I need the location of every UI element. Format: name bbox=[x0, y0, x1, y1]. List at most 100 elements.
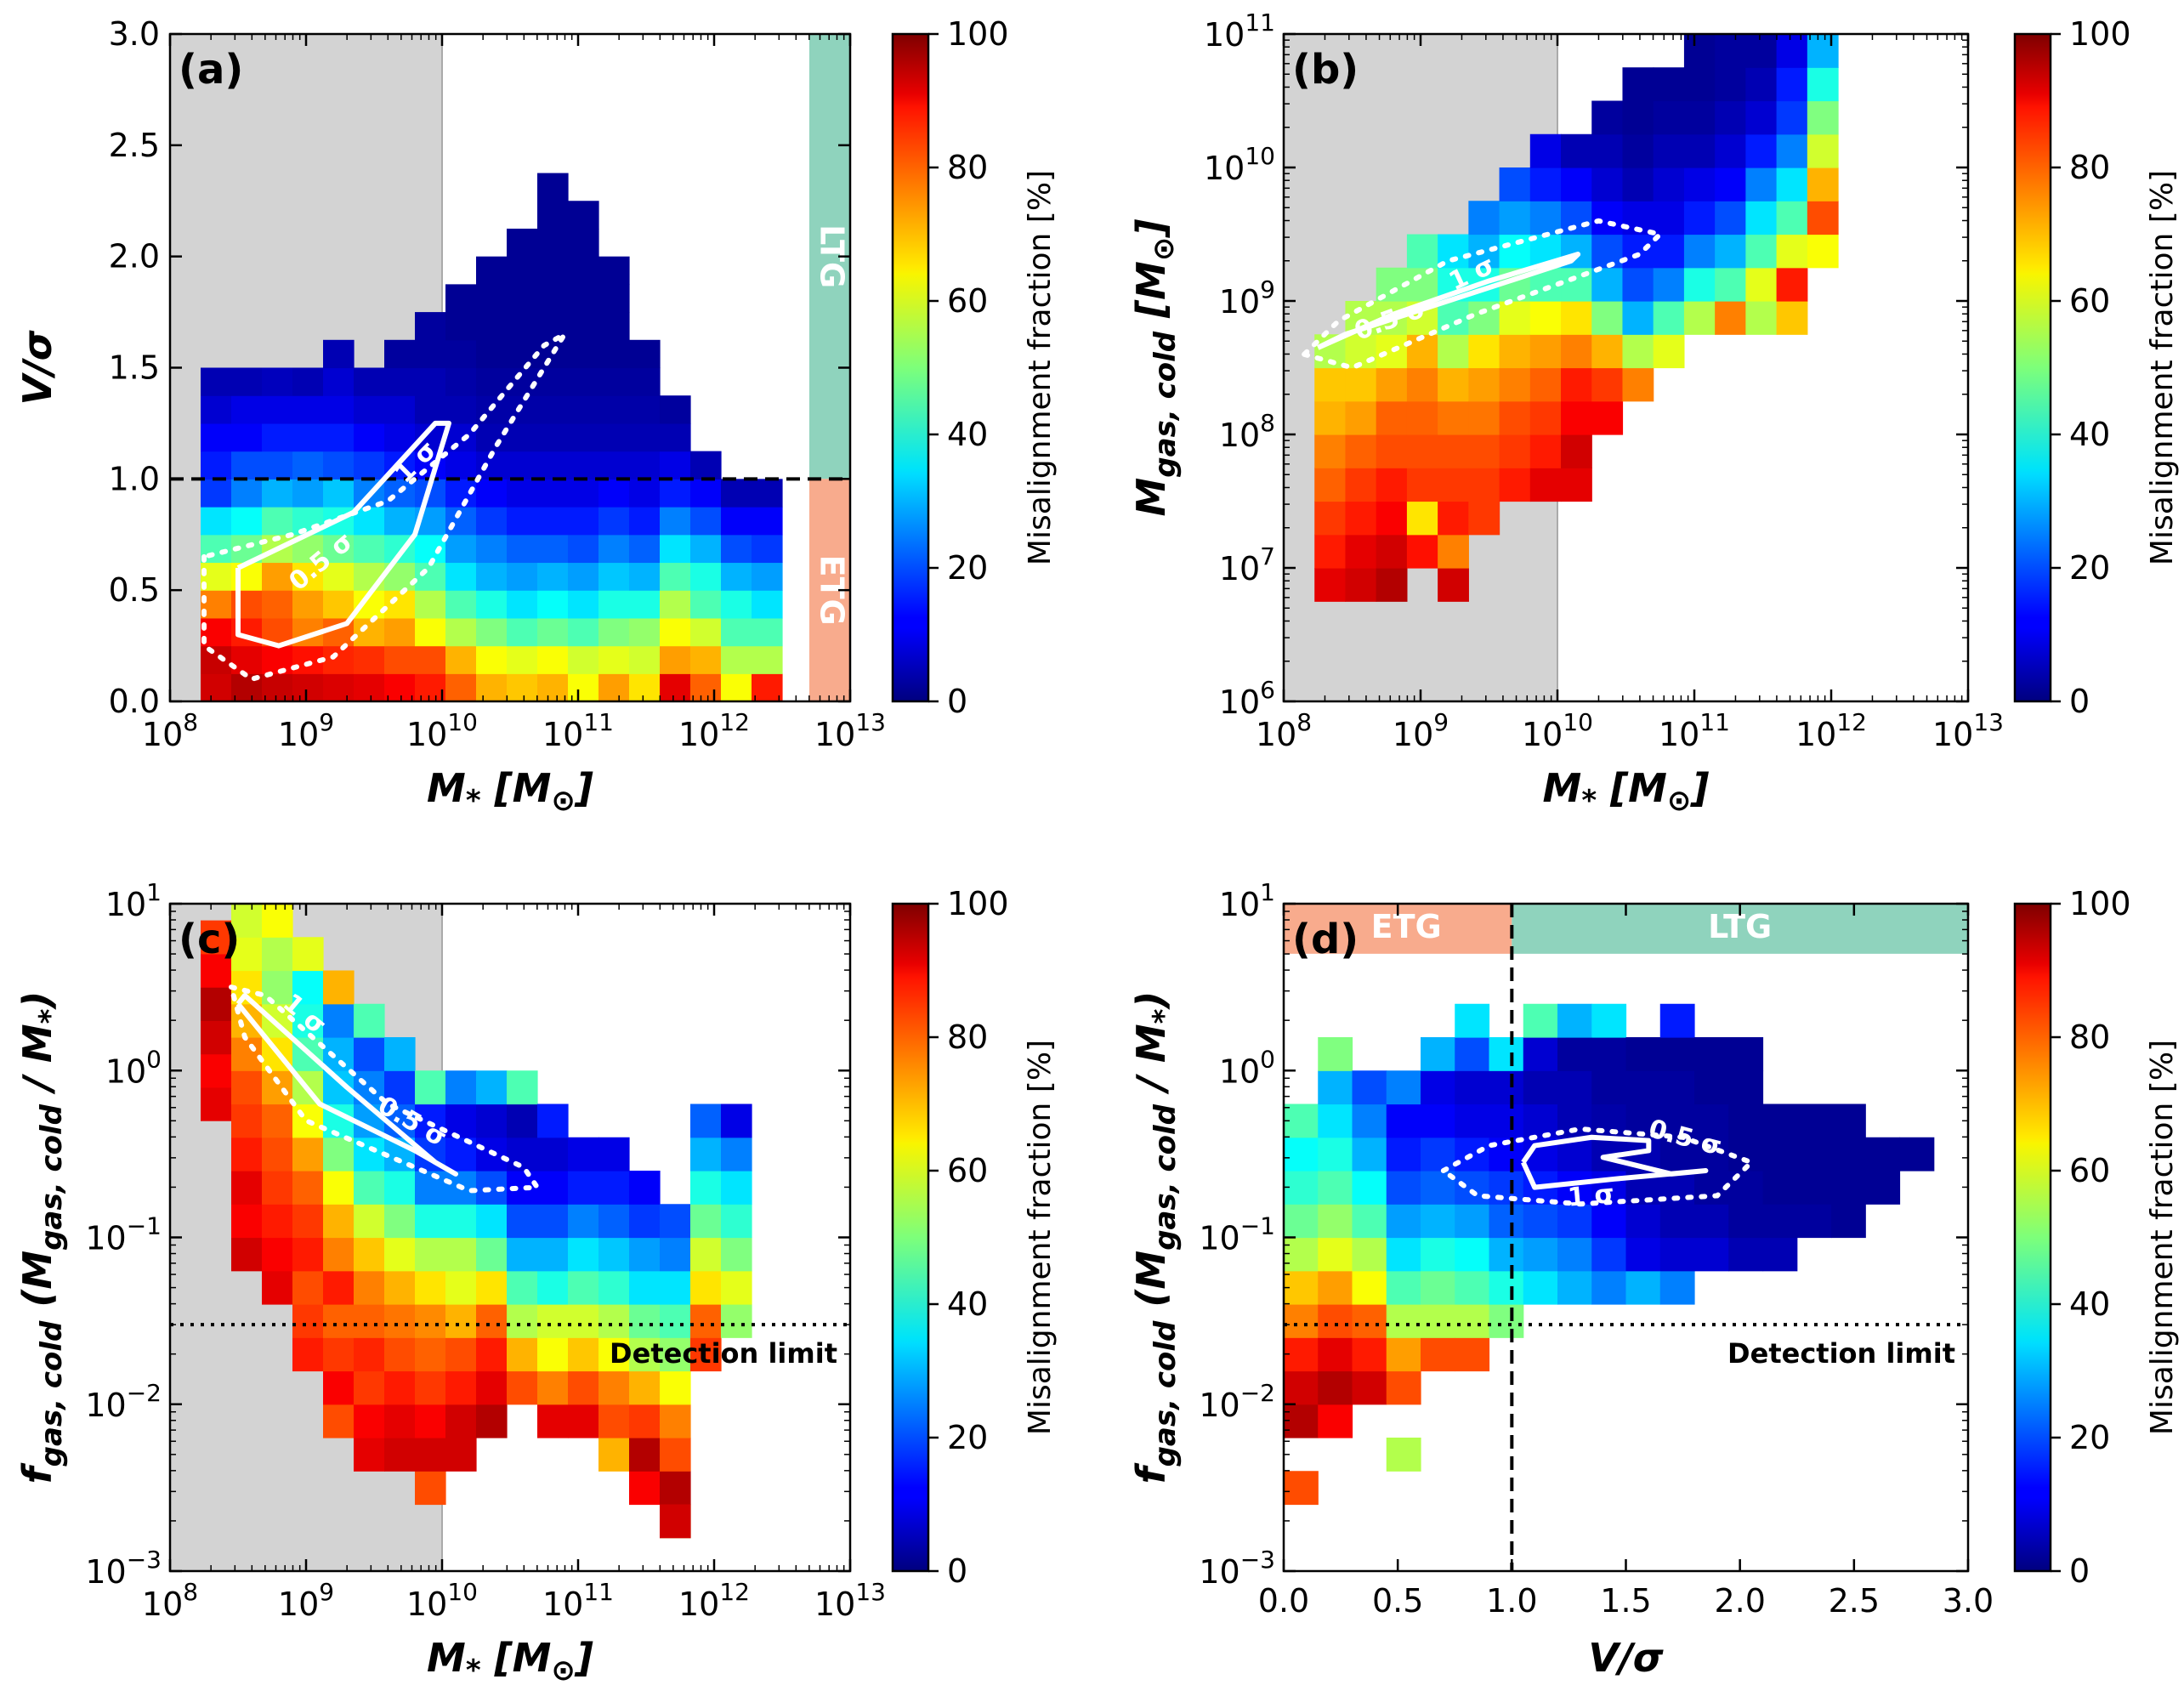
heatmap-cell bbox=[1529, 301, 1562, 335]
heatmap-cell bbox=[1386, 1304, 1421, 1338]
heatmap-cell bbox=[507, 423, 538, 452]
colorbar-label: Misalignment fraction [%] bbox=[1023, 1040, 1058, 1435]
heatmap-cell bbox=[1318, 1404, 1353, 1438]
heatmap-cell bbox=[323, 479, 355, 508]
heatmap-cell bbox=[1728, 1103, 1764, 1138]
heatmap-cell bbox=[690, 1137, 722, 1172]
heatmap-cell bbox=[1807, 234, 1839, 269]
contour-05sigma bbox=[201, 327, 572, 683]
heatmap-cell bbox=[201, 1020, 232, 1055]
y-tick-label: 1010 bbox=[1204, 142, 1275, 187]
heatmap-cell bbox=[323, 1003, 355, 1038]
heatmap-cell bbox=[568, 1137, 599, 1172]
tick-exp: 12 bbox=[719, 1578, 750, 1606]
heatmap-cell bbox=[1455, 1171, 1490, 1205]
heatmap-cell bbox=[690, 562, 722, 591]
tick-exp: −2 bbox=[127, 1379, 162, 1407]
heatmap-cell bbox=[1622, 133, 1654, 168]
x-label-part: M bbox=[427, 1635, 466, 1681]
y-label-sub: gas, cold bbox=[35, 1103, 69, 1250]
heatmap-cell bbox=[1591, 400, 1624, 435]
heatmap-cell bbox=[476, 312, 508, 341]
heatmap-cell bbox=[660, 395, 691, 424]
heatmap-cell bbox=[1625, 1070, 1661, 1105]
heatmap-cell bbox=[1438, 468, 1469, 502]
heatmap-cell bbox=[1807, 167, 1839, 201]
heatmap-cell bbox=[660, 1504, 691, 1539]
tick-base: 10 bbox=[1219, 1052, 1260, 1090]
heatmap-cell bbox=[1653, 167, 1685, 201]
heatmap-cell bbox=[415, 1070, 446, 1105]
heatmap-cell bbox=[537, 479, 569, 508]
heatmap-cell bbox=[415, 617, 446, 647]
tick-exp: −1 bbox=[127, 1212, 162, 1240]
heatmap-cell bbox=[568, 1304, 599, 1338]
heatmap-cell bbox=[1529, 167, 1562, 201]
heatmap-cell bbox=[354, 1370, 385, 1405]
heatmap-cell bbox=[660, 673, 691, 702]
heatmap-cell bbox=[721, 1237, 752, 1272]
heatmap-cell bbox=[415, 1304, 446, 1338]
heatmap-cell bbox=[1776, 34, 1808, 68]
heatmap-cell bbox=[1421, 1270, 1455, 1305]
heatmap-cell bbox=[598, 367, 630, 396]
heatmap-cell bbox=[1694, 1070, 1729, 1105]
heatmap-cell bbox=[1468, 367, 1500, 402]
colorbar-tick-label: 100 bbox=[947, 885, 1009, 922]
heatmap-cell bbox=[1728, 1037, 1764, 1071]
heatmap-cell bbox=[1591, 201, 1624, 235]
heatmap-cell bbox=[629, 451, 661, 479]
tick-exp: 11 bbox=[1245, 9, 1275, 37]
heatmap-cell bbox=[1523, 1103, 1558, 1138]
y-label-part: (M bbox=[14, 1251, 60, 1321]
heatmap-cell bbox=[507, 1103, 538, 1138]
heatmap-cell bbox=[1776, 234, 1808, 269]
y-tick-label: 3.0 bbox=[109, 15, 160, 53]
heatmap-cell bbox=[1776, 201, 1808, 235]
heatmap-cell bbox=[660, 1438, 691, 1472]
heatmap-cell bbox=[1438, 568, 1469, 602]
heatmap-cell bbox=[568, 1171, 599, 1205]
heatmap-cell bbox=[1683, 167, 1716, 201]
heatmap-cell bbox=[476, 1103, 508, 1138]
heatmap-cell bbox=[1591, 234, 1624, 269]
x-tick-label: 2.5 bbox=[1829, 1582, 1880, 1620]
heatmap-cell bbox=[1561, 167, 1592, 201]
heatmap-cell bbox=[568, 590, 599, 619]
heatmap-cell bbox=[1745, 267, 1778, 302]
heatmap-cell bbox=[1745, 234, 1778, 269]
y-tick-label: 101 bbox=[105, 878, 162, 923]
heatmap-cell bbox=[1314, 534, 1347, 569]
heatmap-cell bbox=[445, 395, 477, 424]
y-tick-label: 100 bbox=[105, 1045, 162, 1090]
heatmap-cell bbox=[1715, 67, 1746, 102]
heatmap-cell bbox=[1745, 167, 1778, 201]
tick-exp: 0 bbox=[146, 1045, 162, 1073]
heatmap-cell bbox=[752, 590, 783, 619]
heatmap-cell bbox=[201, 395, 232, 424]
heatmap-cell bbox=[1406, 267, 1438, 302]
heatmap-cell bbox=[568, 256, 599, 285]
heatmap-cell bbox=[660, 617, 691, 647]
heatmap-cell bbox=[629, 1237, 661, 1272]
tick-base: 10 bbox=[1522, 716, 1563, 753]
x-tick-label: 109 bbox=[278, 1578, 334, 1623]
heatmap-cell bbox=[1807, 100, 1839, 135]
heatmap-cell bbox=[507, 451, 538, 479]
heatmap-cell bbox=[1421, 1137, 1455, 1172]
heatmap-cell bbox=[262, 479, 293, 508]
heatmap-cell bbox=[660, 423, 691, 452]
x-tick-label: 1012 bbox=[678, 708, 750, 753]
heatmap-cell bbox=[354, 617, 385, 647]
heatmap-cell bbox=[1455, 1304, 1490, 1338]
heatmap-cell bbox=[323, 1137, 355, 1172]
heatmap-cell bbox=[1622, 234, 1654, 269]
heatmap-cell bbox=[354, 395, 385, 424]
x-label-part: [M bbox=[481, 765, 552, 811]
heatmap-cell bbox=[415, 1171, 446, 1205]
tick-base: 10 bbox=[85, 1553, 126, 1591]
heatmap-cell bbox=[1561, 468, 1592, 502]
heatmap-cell bbox=[354, 673, 385, 702]
heatmap-cell bbox=[292, 1237, 324, 1272]
heatmap-cell bbox=[507, 1070, 538, 1105]
